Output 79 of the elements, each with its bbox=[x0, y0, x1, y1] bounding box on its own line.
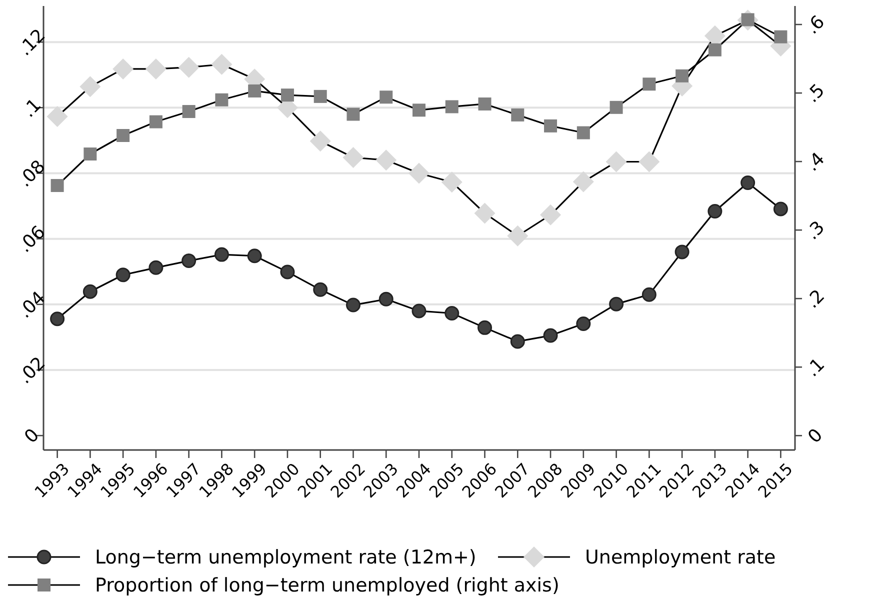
y2-tick-label: .3 bbox=[802, 217, 830, 244]
point bbox=[708, 43, 722, 56]
point bbox=[478, 97, 492, 110]
point bbox=[182, 105, 196, 118]
point bbox=[412, 104, 426, 117]
point bbox=[80, 76, 101, 98]
legend-label: Long−term unemployment rate (12m+) bbox=[95, 546, 476, 569]
point bbox=[606, 151, 627, 172]
y-tick-label: .02 bbox=[14, 353, 50, 388]
point bbox=[116, 129, 130, 142]
point bbox=[445, 100, 458, 114]
point bbox=[215, 93, 228, 106]
point bbox=[642, 78, 656, 91]
y2-tick-label: .5 bbox=[802, 80, 830, 108]
point bbox=[674, 244, 690, 260]
y-tick-label: .06 bbox=[14, 222, 50, 257]
point bbox=[708, 204, 722, 219]
point bbox=[84, 148, 97, 160]
point bbox=[376, 150, 397, 171]
point bbox=[740, 175, 756, 190]
point bbox=[346, 108, 360, 121]
point bbox=[50, 179, 64, 192]
point bbox=[378, 292, 394, 306]
y2-tick-label: .4 bbox=[802, 148, 830, 176]
point bbox=[214, 247, 229, 262]
point bbox=[247, 248, 262, 264]
point bbox=[610, 100, 623, 114]
point bbox=[145, 58, 166, 80]
point bbox=[313, 282, 328, 297]
point bbox=[676, 69, 689, 82]
point bbox=[148, 260, 164, 275]
point bbox=[346, 298, 360, 312]
legend-label: Unemployment rate bbox=[585, 546, 776, 569]
point bbox=[182, 254, 196, 268]
point bbox=[474, 202, 496, 224]
point bbox=[507, 225, 528, 246]
point bbox=[609, 296, 624, 312]
point bbox=[82, 284, 98, 299]
y-tick-label: .08 bbox=[14, 156, 50, 192]
point bbox=[211, 54, 232, 75]
point bbox=[511, 108, 524, 122]
point bbox=[280, 264, 295, 280]
point bbox=[112, 58, 134, 80]
point bbox=[248, 84, 262, 98]
point bbox=[149, 115, 162, 128]
y-tick-label: 0 bbox=[20, 424, 44, 448]
point bbox=[576, 316, 591, 331]
point bbox=[576, 126, 590, 140]
point bbox=[773, 202, 788, 216]
y-tick-label: .04 bbox=[14, 287, 50, 323]
point bbox=[774, 30, 788, 44]
y2-tick-label: .1 bbox=[802, 354, 830, 382]
point bbox=[50, 312, 65, 326]
y2-tick-label: .2 bbox=[802, 286, 830, 313]
point bbox=[412, 304, 426, 318]
point bbox=[178, 56, 200, 78]
point bbox=[342, 147, 364, 168]
point bbox=[642, 287, 656, 302]
legend-label: Proportion of long−term unemployed (right axis) bbox=[95, 574, 560, 597]
point bbox=[408, 162, 430, 184]
point bbox=[572, 171, 594, 192]
y-tick-label: .12 bbox=[14, 25, 50, 60]
point bbox=[380, 90, 393, 104]
point bbox=[310, 130, 331, 152]
point bbox=[444, 306, 460, 321]
point bbox=[46, 106, 68, 128]
point bbox=[543, 328, 558, 343]
point bbox=[510, 334, 525, 349]
point bbox=[478, 320, 492, 335]
y2-tick-label: 0 bbox=[804, 424, 828, 448]
point bbox=[544, 119, 558, 132]
point bbox=[280, 88, 294, 102]
point bbox=[116, 268, 130, 282]
point bbox=[314, 90, 327, 103]
y2-tick-label: .6 bbox=[802, 12, 830, 39]
point bbox=[638, 151, 660, 172]
point bbox=[540, 204, 562, 226]
point bbox=[441, 172, 462, 193]
y-tick-label: .1 bbox=[18, 94, 46, 122]
